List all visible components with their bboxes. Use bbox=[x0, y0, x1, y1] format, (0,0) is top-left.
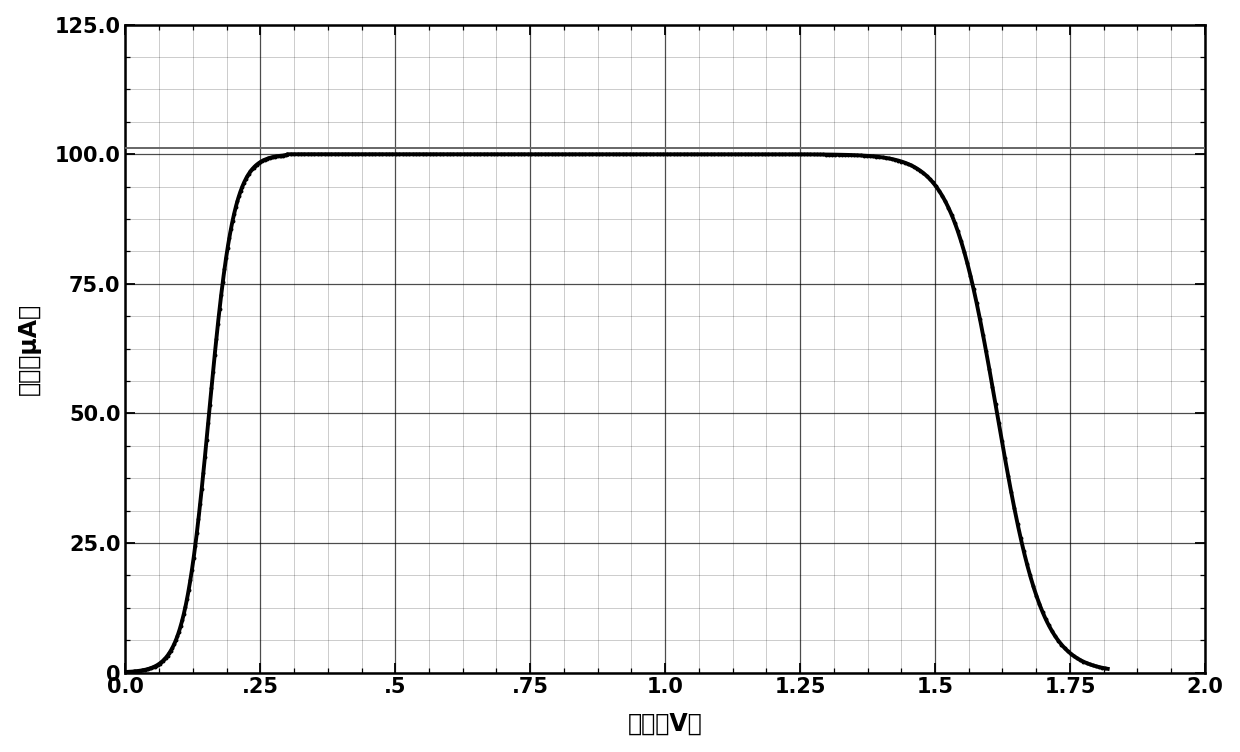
X-axis label: 电压（V）: 电压（V） bbox=[627, 711, 703, 735]
Y-axis label: 电流（μA）: 电流（μA） bbox=[16, 302, 41, 395]
